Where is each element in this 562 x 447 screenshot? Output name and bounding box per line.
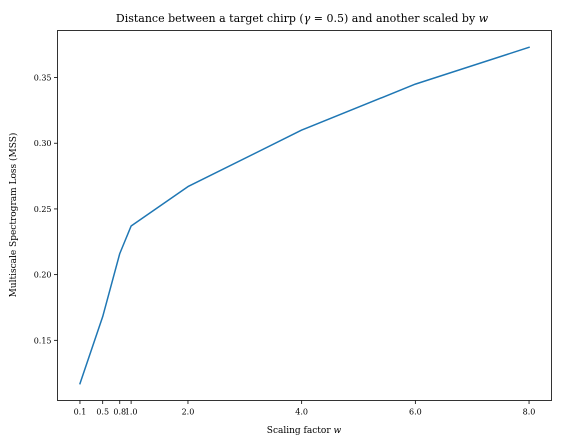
x-tick-label: 8.0: [523, 408, 536, 417]
series-line: [78, 46, 530, 385]
x-tick-label: 0.8: [113, 408, 126, 417]
x-tick-label: 0.1: [74, 408, 87, 417]
x-tick-label: 2.0: [182, 408, 195, 417]
y-tick-label: 0.30: [34, 139, 52, 148]
chart-marks: 0.1 0.5 0.81.0 2.0 4.0 6.0 8.0 0.15 0.20 0.25 0.30…: [34, 46, 536, 417]
y-tick-label: 0.35: [34, 74, 52, 83]
chart-title: Distance between a target chirp (γ = 0.5…: [116, 12, 489, 25]
x-tick-label: 1.0: [125, 408, 138, 417]
y-axis-label: Multiscale Spectrogram Loss (MSS): [8, 133, 19, 298]
y-tick-label: 0.20: [34, 271, 52, 280]
plot-frame: [57, 30, 552, 401]
x-tick-label: 6.0: [409, 408, 422, 417]
y-tick-label: 0.25: [34, 205, 52, 214]
x-tick-label: 4.0: [295, 408, 308, 417]
x-axis-label: Scaling factor w: [267, 426, 342, 436]
x-tick-label: 0.5: [96, 408, 109, 417]
y-tick-label: 0.15: [34, 336, 52, 345]
